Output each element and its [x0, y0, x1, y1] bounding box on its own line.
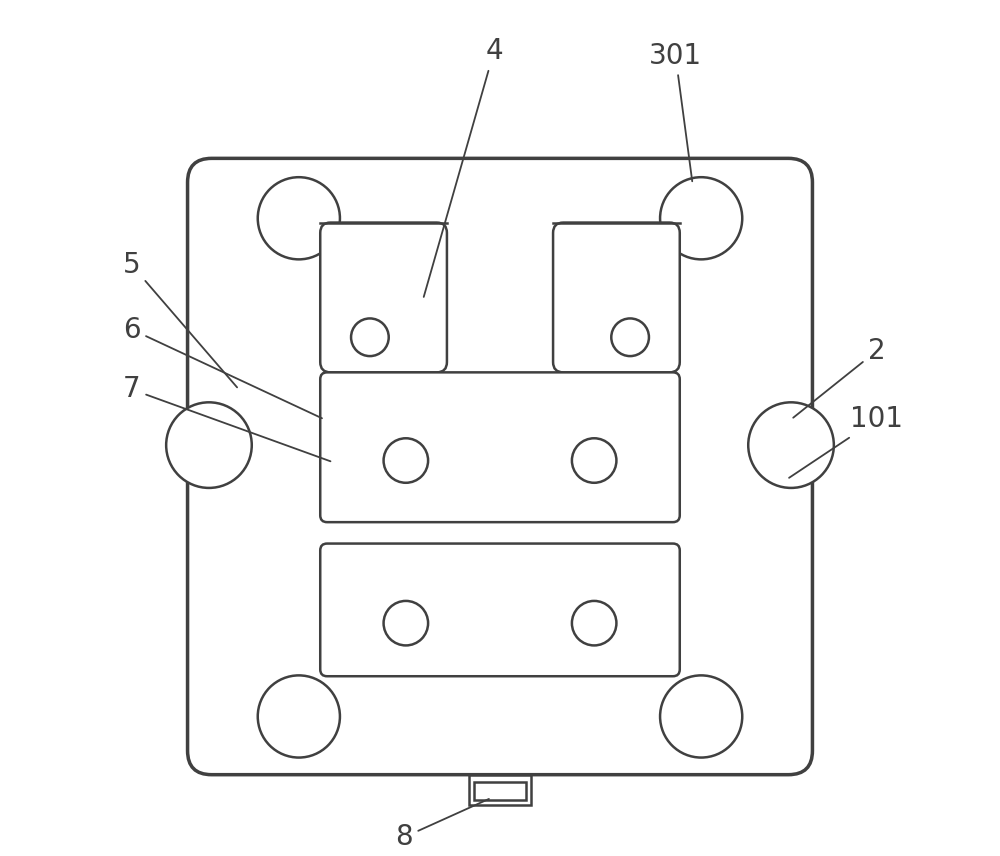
- Circle shape: [384, 438, 428, 483]
- Text: 8: 8: [395, 799, 489, 851]
- Circle shape: [258, 675, 340, 758]
- Circle shape: [572, 601, 616, 645]
- Circle shape: [660, 177, 742, 259]
- FancyBboxPatch shape: [320, 544, 680, 676]
- Circle shape: [748, 402, 834, 488]
- Circle shape: [258, 177, 340, 259]
- FancyBboxPatch shape: [320, 223, 447, 372]
- Text: 6: 6: [123, 316, 322, 419]
- Text: 301: 301: [649, 42, 702, 181]
- Bar: [469, 775, 531, 805]
- Text: 7: 7: [123, 376, 330, 461]
- FancyBboxPatch shape: [188, 158, 812, 775]
- Circle shape: [572, 438, 616, 483]
- Bar: [474, 782, 526, 800]
- Circle shape: [351, 318, 389, 356]
- Circle shape: [384, 601, 428, 645]
- Text: 101: 101: [789, 406, 903, 478]
- Circle shape: [611, 318, 649, 356]
- Circle shape: [660, 675, 742, 758]
- FancyBboxPatch shape: [320, 372, 680, 522]
- FancyBboxPatch shape: [553, 223, 680, 372]
- Text: 5: 5: [123, 252, 237, 388]
- Text: 2: 2: [793, 337, 885, 418]
- Text: 4: 4: [424, 38, 503, 297]
- Circle shape: [166, 402, 252, 488]
